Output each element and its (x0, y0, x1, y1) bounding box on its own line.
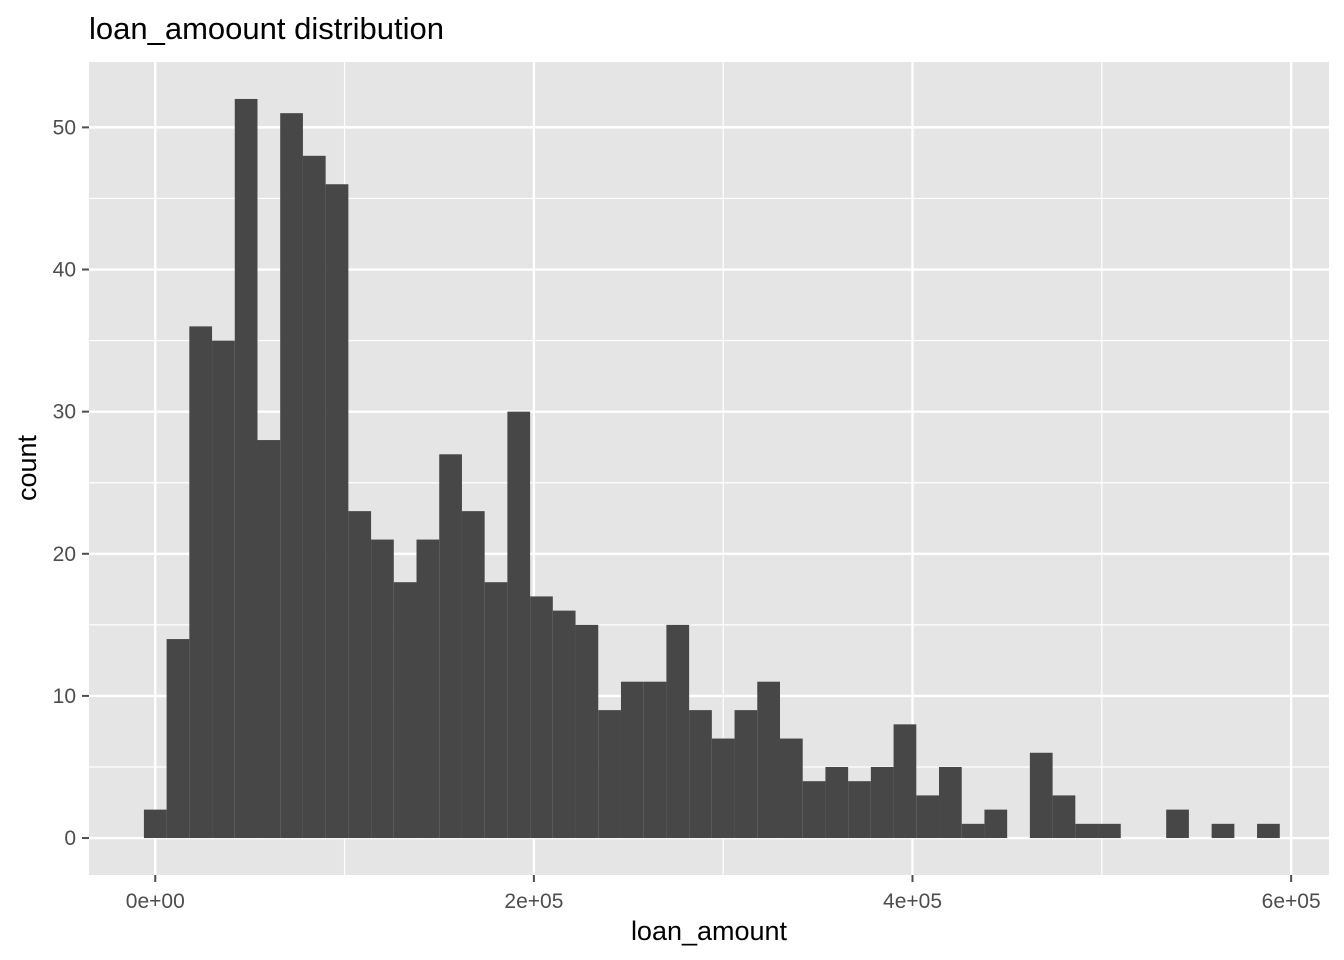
histogram-bar (779, 738, 803, 839)
y-axis-title: count (12, 434, 42, 501)
histogram-bar (484, 582, 508, 839)
x-tick-label: 6e+05 (1262, 890, 1321, 913)
histogram-bar (1098, 823, 1121, 839)
histogram-bar (325, 184, 349, 839)
chart-title: loan_amoount distribution (89, 11, 444, 46)
histogram-bar (848, 781, 871, 839)
histogram-bar (1075, 823, 1099, 839)
histogram-bar (371, 539, 394, 839)
y-tick-label: 20 (53, 543, 76, 566)
y-tick-label: 0 (64, 827, 76, 850)
x-axis-title: loan_amount (631, 916, 788, 946)
y-tick-label: 40 (53, 259, 76, 282)
histogram-bar (870, 766, 894, 839)
y-axis-ticks: 0 10 20 30 40 50 (53, 116, 89, 850)
histogram-bar (552, 610, 576, 839)
histogram-bar (189, 326, 213, 839)
y-tick-label: 30 (53, 401, 76, 424)
histogram-bars (143, 98, 1280, 839)
histogram-bar (1257, 823, 1280, 839)
histogram-bar (530, 596, 553, 839)
histogram-bar (393, 582, 417, 839)
histogram-bar (575, 624, 599, 839)
histogram-bar (280, 113, 303, 839)
histogram-bar (711, 738, 735, 839)
histogram-bar (212, 340, 235, 839)
histogram-bar (666, 624, 690, 839)
histogram-bar (689, 710, 712, 839)
histogram-bar (961, 823, 985, 839)
histogram-bar (939, 766, 962, 839)
histogram-bar (348, 511, 372, 839)
histogram-bar (598, 710, 621, 839)
histogram-bar (1052, 795, 1076, 839)
x-axis-ticks: 0e+00 2e+05 4e+05 6e+05 (126, 875, 1321, 913)
histogram-bar (734, 710, 758, 839)
x-tick-label: 2e+05 (504, 890, 563, 913)
histogram-bar (893, 724, 917, 839)
histogram-bar (825, 766, 849, 839)
histogram-bar (166, 639, 190, 839)
histogram-bar (416, 539, 440, 839)
histogram-bar (234, 98, 258, 839)
histogram-bar (984, 809, 1008, 839)
histogram-bar (507, 411, 531, 839)
histogram-bar (620, 681, 644, 839)
histogram-bar (1029, 752, 1053, 839)
histogram-bar (802, 781, 826, 839)
histogram-bar (643, 681, 667, 839)
histogram-bar (461, 511, 485, 839)
histogram-bar (439, 454, 462, 839)
histogram-bar (1211, 823, 1235, 839)
x-tick-label: 4e+05 (883, 890, 942, 913)
histogram-bar (257, 440, 281, 839)
histogram-bar (916, 795, 940, 839)
y-tick-label: 50 (53, 116, 76, 139)
x-tick-label: 0e+00 (126, 890, 185, 913)
histogram-bar (143, 809, 167, 839)
histogram-bar (302, 155, 326, 839)
histogram-bar (1166, 809, 1189, 839)
y-tick-label: 10 (53, 685, 76, 708)
histogram-bar (757, 681, 780, 839)
